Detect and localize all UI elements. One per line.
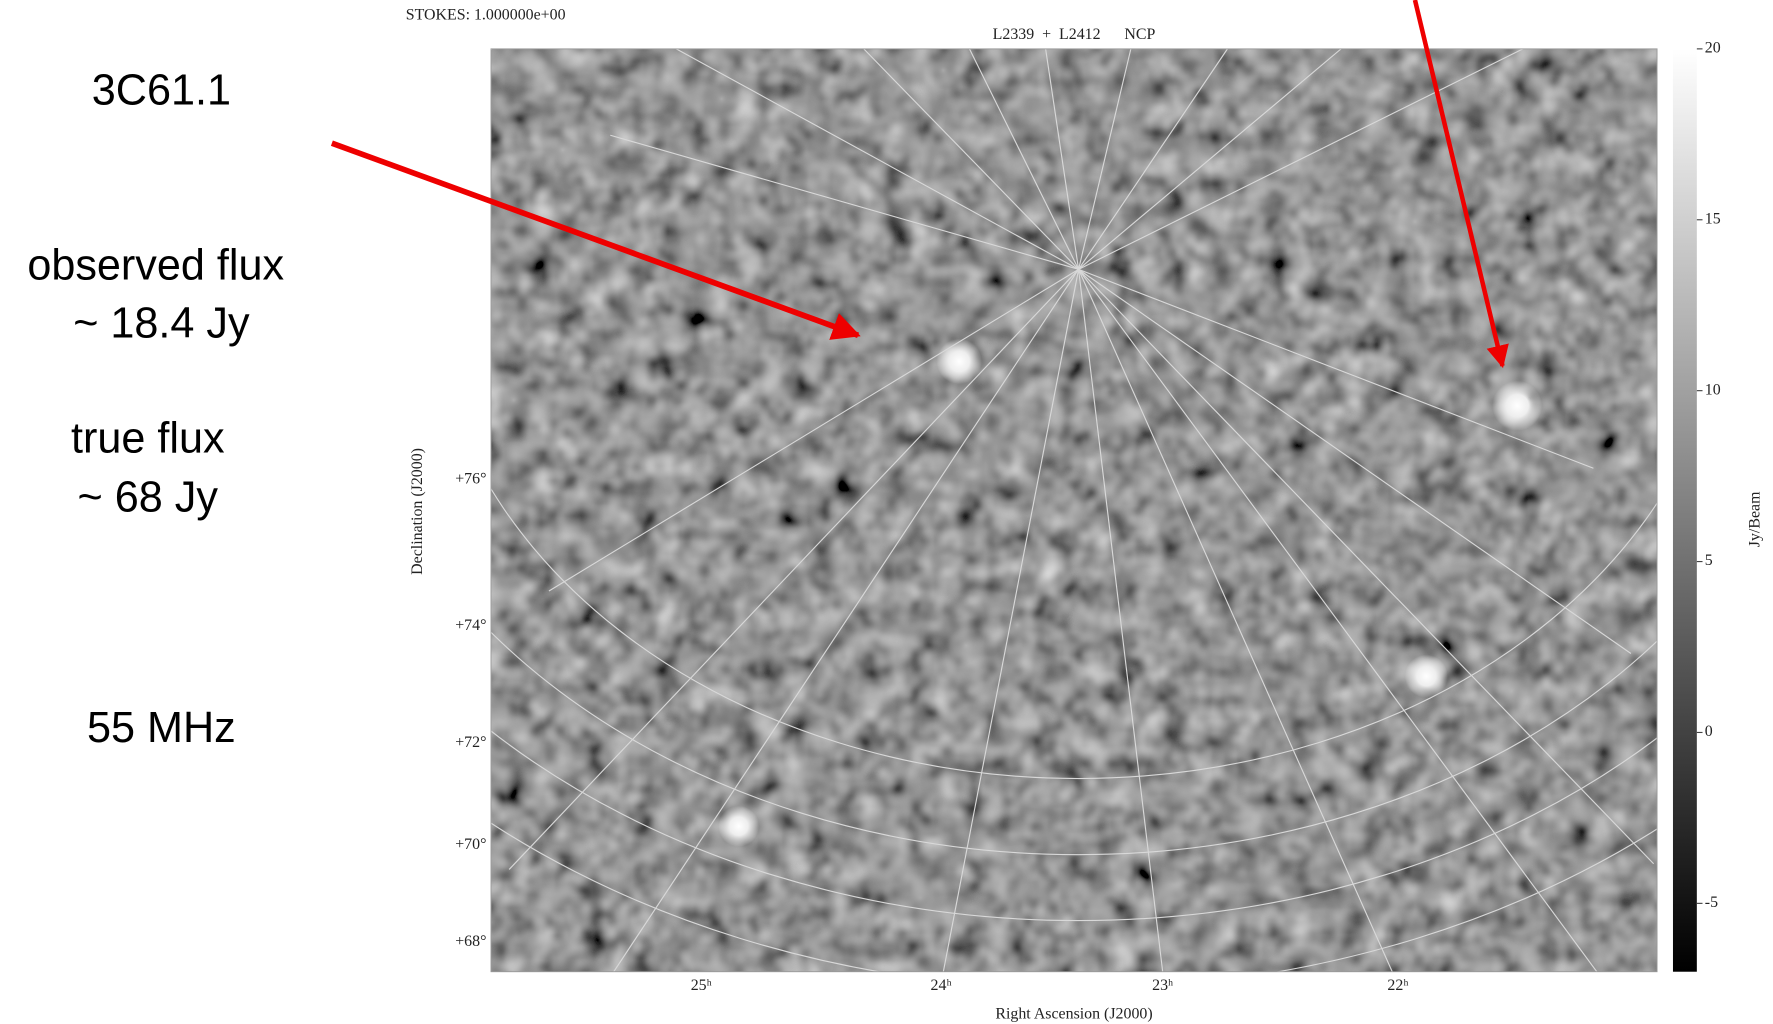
dec-tick-label: +74° <box>455 617 486 634</box>
colorbar-tick-label: -5 <box>1705 894 1718 911</box>
true-flux: ~ 68 Jy <box>78 473 219 521</box>
source <box>925 52 961 88</box>
slide: 3C61.1 observed flux ~ 18.4 Jy true flux… <box>0 0 1773 1024</box>
ra-tick-label: 23ʰ <box>1152 977 1173 994</box>
stokes-label: STOKES: 1.000000e+00 <box>406 7 566 24</box>
source <box>718 806 759 847</box>
image-title: L2339 + L2412 NCP <box>993 26 1156 43</box>
colorbar <box>1673 49 1697 972</box>
observed-flux: ~ 18.4 Jy <box>73 300 250 348</box>
sky-map <box>158 0 1773 989</box>
dec-tick-label: +70° <box>455 836 486 853</box>
map-background <box>491 49 1657 972</box>
source <box>937 339 982 384</box>
source <box>548 135 578 165</box>
source <box>1492 381 1542 431</box>
dec-tick-label: +76° <box>455 470 486 487</box>
colorbar-label: Jy/Beam <box>1747 491 1764 547</box>
ra-tick-label: 22ʰ <box>1387 977 1408 994</box>
source-name: 3C61.1 <box>92 67 231 115</box>
colorbar-tick-label: 15 <box>1705 210 1721 227</box>
dec-tick-label: +68° <box>455 933 486 950</box>
source <box>1001 609 1033 641</box>
source <box>1399 206 1431 238</box>
colorbar-tick-label: 20 <box>1705 40 1721 57</box>
colorbar-tick-label: 10 <box>1705 381 1721 398</box>
colorbar-tick-label: 0 <box>1705 723 1713 740</box>
dec-tick-label: +72° <box>455 734 486 751</box>
observed-flux-label: observed flux <box>27 242 284 290</box>
source <box>1405 655 1448 698</box>
source <box>496 382 532 418</box>
source <box>948 627 984 663</box>
colorbar-tick-label: 5 <box>1705 552 1713 569</box>
x-axis-label: Right Ascension (J2000) <box>995 1006 1152 1023</box>
ra-tick-label: 25ʰ <box>691 977 712 994</box>
true-flux-label: true flux <box>71 414 225 462</box>
source <box>704 81 740 117</box>
y-axis-label: Declination (J2000) <box>409 448 426 575</box>
frequency: 55 MHz <box>87 704 236 752</box>
source <box>887 864 955 932</box>
ra-tick-label: 24ʰ <box>931 977 952 994</box>
